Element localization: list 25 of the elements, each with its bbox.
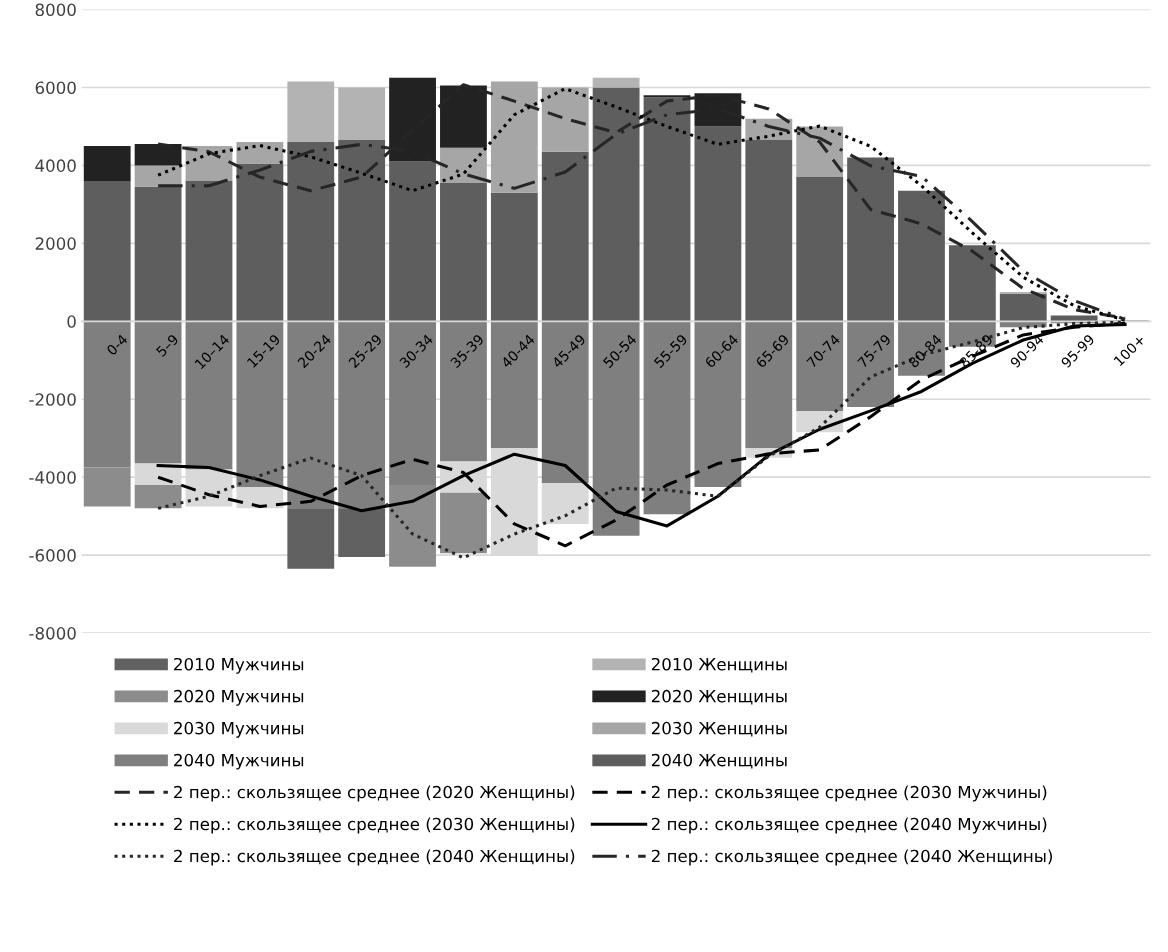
y-tick-label: 8000: [35, 3, 76, 17]
legend-label: 2 пер.: скользящее среднее (2030 Женщины): [174, 817, 575, 834]
y-tick-label: 4000: [35, 159, 76, 172]
legend-label: 2040 Женщины: [651, 753, 787, 769]
legend-label: 2 пер.: скользящее среднее (2040 Женщины): [651, 849, 1052, 866]
legend-label: 2 пер.: скользящее среднее (2020 Женщины): [174, 785, 575, 802]
legend-label: 2020 Женщины: [651, 689, 787, 705]
y-tick-label: -2000: [29, 393, 76, 406]
y-tick-label: 0: [67, 315, 76, 328]
legend-label: 2030 Мужчины: [174, 721, 304, 738]
legend-label: 2040 Мужчины: [174, 753, 304, 770]
x-tick-label: 0-4: [105, 333, 129, 356]
legend-label: 2010 Мужчины: [174, 657, 304, 674]
x-tick-label: 5–9: [155, 333, 180, 358]
y-tick-label: -8000: [29, 627, 76, 640]
legend-label: 2020 Мужчины: [174, 689, 304, 706]
y-tick-label: -4000: [29, 471, 76, 484]
y-tick-label: -6000: [29, 549, 76, 562]
legend-label: 2010 Женщины: [651, 657, 787, 673]
legend-label: 2030 Женщины: [651, 721, 787, 737]
legend-label: 2 пер.: скользящее среднее (2040 Мужчины): [651, 817, 1047, 834]
legend-label: 2 пер.: скользящее среднее (2030 Мужчины): [651, 785, 1047, 802]
y-tick-label: 2000: [35, 237, 76, 250]
y-tick-label: 6000: [35, 81, 76, 95]
legend-label: 2 пер.: скользящее среднее (2040 Женщины): [174, 849, 575, 866]
